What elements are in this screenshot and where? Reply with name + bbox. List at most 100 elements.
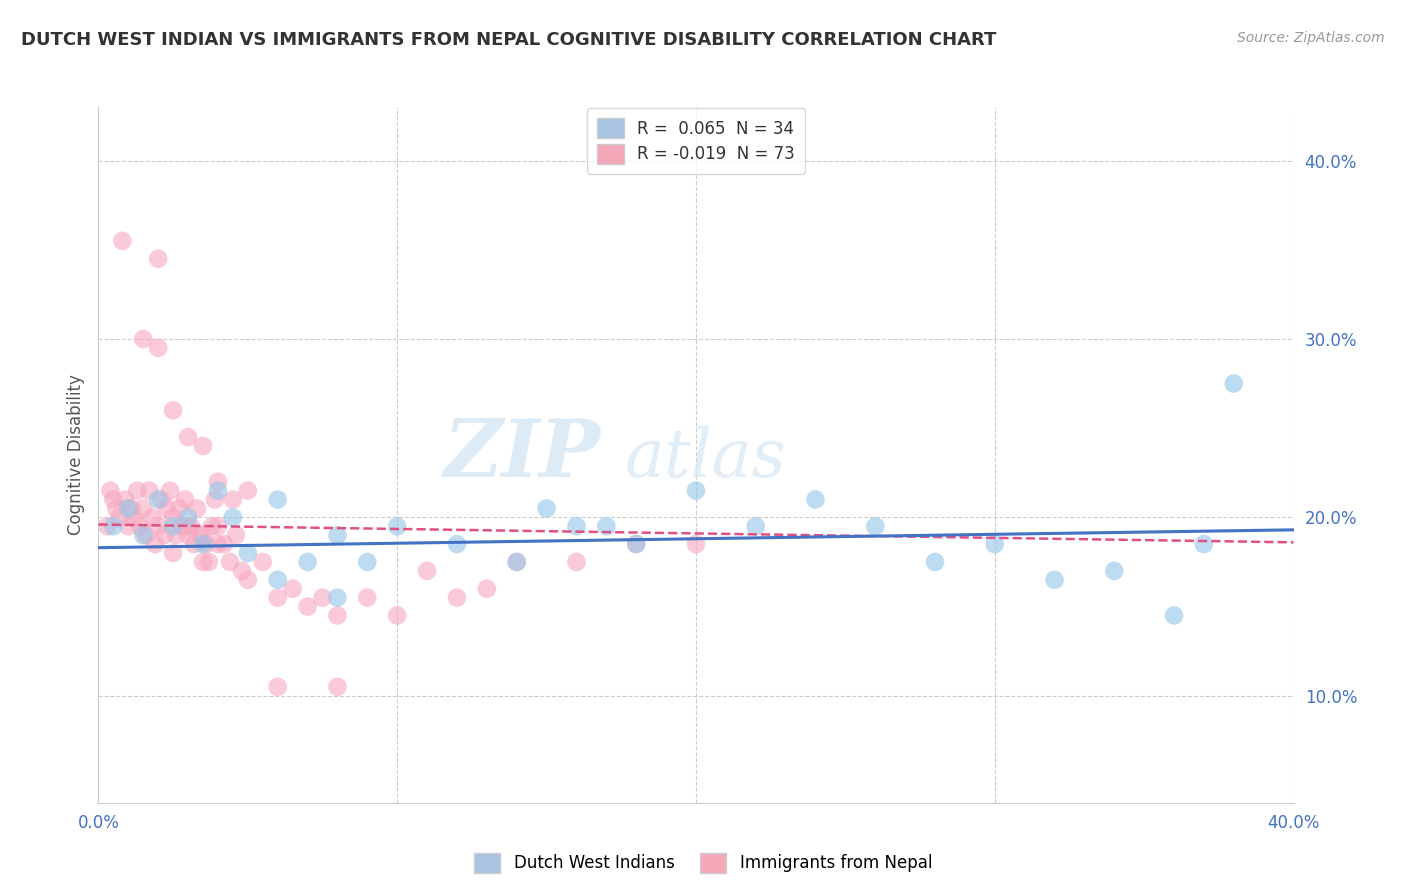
Point <box>117 501 139 516</box>
Point <box>156 501 179 516</box>
Point <box>191 537 214 551</box>
Point <box>148 341 170 355</box>
Point <box>1043 573 1066 587</box>
Point <box>267 591 290 605</box>
Text: DUTCH WEST INDIAN VS IMMIGRANTS FROM NEPAL COGNITIVE DISABILITY CORRELATION CHAR: DUTCH WEST INDIAN VS IMMIGRANTS FROM NEP… <box>21 31 997 49</box>
Point <box>177 519 200 533</box>
Point <box>124 510 146 524</box>
Point <box>162 519 184 533</box>
Point <box>385 519 409 533</box>
Point <box>183 537 205 551</box>
Point <box>129 519 152 533</box>
Point <box>108 510 131 524</box>
Point <box>475 582 498 596</box>
Point <box>267 573 290 587</box>
Point <box>225 528 247 542</box>
Point <box>446 591 468 605</box>
Point <box>103 492 125 507</box>
Point <box>132 501 155 516</box>
Point <box>162 510 184 524</box>
Point <box>446 537 468 551</box>
Point <box>111 234 134 248</box>
Point <box>565 555 588 569</box>
Point <box>143 537 166 551</box>
Point <box>191 439 214 453</box>
Point <box>167 501 190 516</box>
Point <box>150 492 173 507</box>
Point <box>191 555 214 569</box>
Point <box>148 252 170 266</box>
Point <box>924 555 946 569</box>
Point <box>385 608 409 623</box>
Point <box>186 501 208 516</box>
Point <box>135 528 157 542</box>
Point <box>1104 564 1126 578</box>
Legend: R =  0.065  N = 34, R = -0.019  N = 73: R = 0.065 N = 34, R = -0.019 N = 73 <box>588 109 804 174</box>
Point <box>165 528 187 542</box>
Point <box>804 492 827 507</box>
Point <box>177 430 200 444</box>
Point <box>162 403 184 417</box>
Point <box>180 519 202 533</box>
Point <box>207 537 229 551</box>
Point <box>219 555 242 569</box>
Point <box>326 680 349 694</box>
Point <box>685 483 707 498</box>
Point <box>96 519 118 533</box>
Point <box>281 582 304 596</box>
Point <box>159 483 181 498</box>
Point <box>252 555 274 569</box>
Point <box>153 528 176 542</box>
Point <box>326 528 349 542</box>
Text: ZIP: ZIP <box>443 417 600 493</box>
Point <box>138 483 160 498</box>
Point <box>416 564 439 578</box>
Point <box>297 555 319 569</box>
Point <box>132 528 155 542</box>
Point <box>174 492 197 507</box>
Point <box>177 510 200 524</box>
Point <box>311 591 333 605</box>
Point <box>177 528 200 542</box>
Point <box>207 519 229 533</box>
Point <box>685 537 707 551</box>
Point <box>191 528 214 542</box>
Point <box>98 483 122 498</box>
Point <box>103 519 125 533</box>
Point <box>127 483 149 498</box>
Point <box>148 492 170 507</box>
Point <box>624 537 647 551</box>
Point <box>1163 608 1185 623</box>
Point <box>222 510 245 524</box>
Point <box>117 519 139 533</box>
Point <box>222 492 245 507</box>
Point <box>141 510 163 524</box>
Point <box>120 501 142 516</box>
Point <box>212 537 235 551</box>
Point <box>198 555 221 569</box>
Point <box>565 519 588 533</box>
Point <box>194 537 218 551</box>
Point <box>188 528 211 542</box>
Point <box>326 591 349 605</box>
Point <box>865 519 887 533</box>
Point <box>1223 376 1246 391</box>
Y-axis label: Cognitive Disability: Cognitive Disability <box>66 375 84 535</box>
Text: Source: ZipAtlas.com: Source: ZipAtlas.com <box>1237 31 1385 45</box>
Point <box>231 564 253 578</box>
Point <box>132 332 155 346</box>
Point <box>624 537 647 551</box>
Legend: Dutch West Indians, Immigrants from Nepal: Dutch West Indians, Immigrants from Nepa… <box>467 847 939 880</box>
Point <box>236 483 259 498</box>
Point <box>506 555 529 569</box>
Text: atlas: atlas <box>624 425 786 491</box>
Point <box>745 519 768 533</box>
Point <box>236 546 259 560</box>
Point <box>267 680 290 694</box>
Point <box>201 519 224 533</box>
Point <box>356 555 378 569</box>
Point <box>162 546 184 560</box>
Point <box>236 573 259 587</box>
Point <box>105 501 128 516</box>
Point <box>983 537 1005 551</box>
